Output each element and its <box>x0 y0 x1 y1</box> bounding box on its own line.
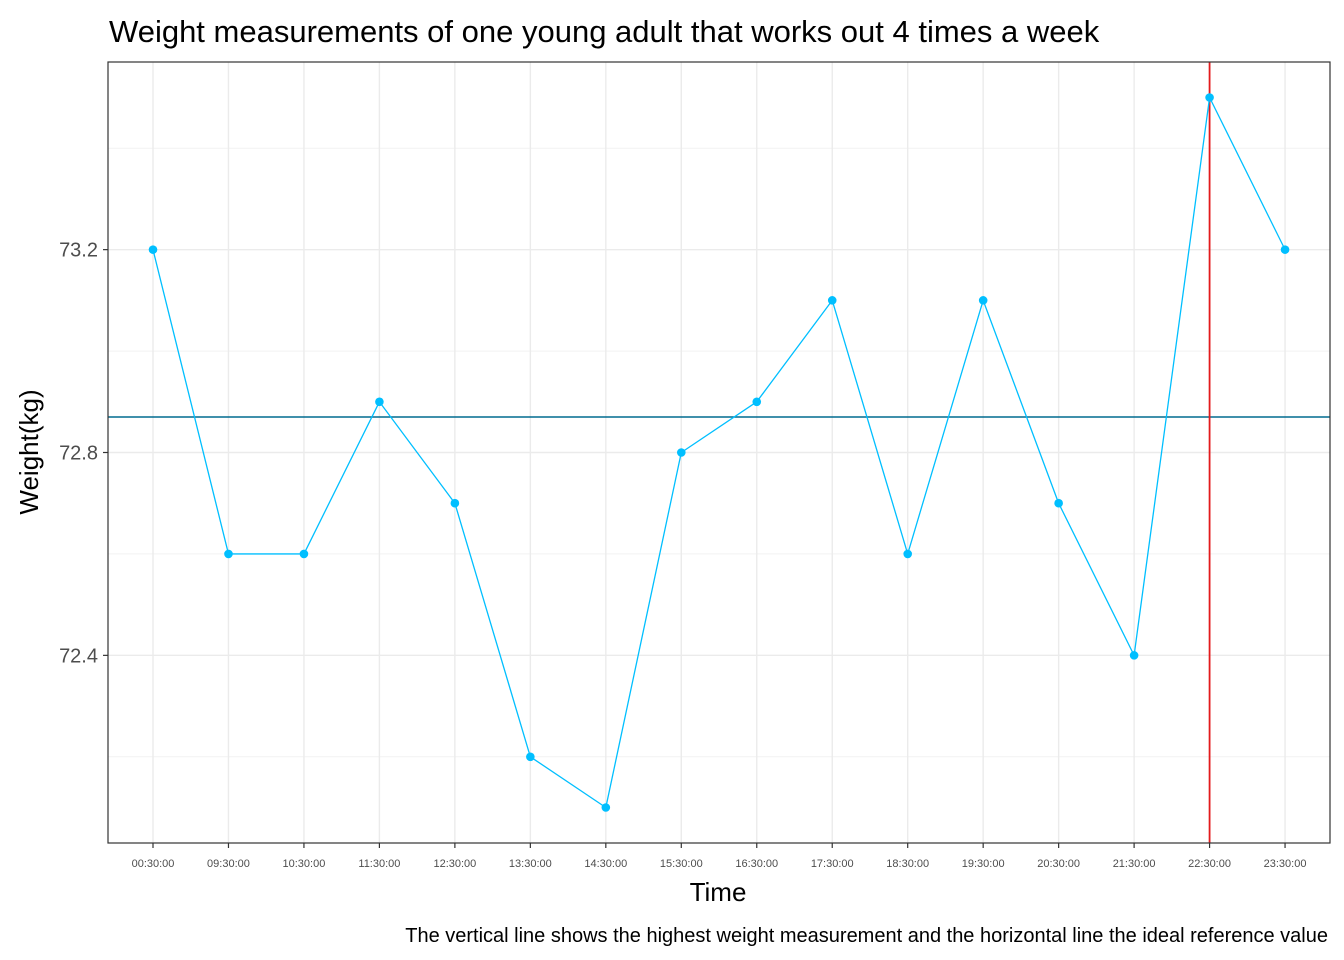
reference-lines <box>108 62 1330 843</box>
x-tick-label: 17:30:00 <box>811 858 854 870</box>
data-point <box>1129 651 1139 660</box>
data-point <box>224 549 233 559</box>
x-tick-label: 16:30:00 <box>735 858 778 870</box>
y-tick-label: 73.2 <box>59 240 98 262</box>
x-tick-label: 14:30:00 <box>584 858 627 870</box>
data-point <box>375 397 384 407</box>
chart-caption: The vertical line shows the highest weig… <box>405 925 1328 947</box>
data-point <box>1280 245 1290 254</box>
y-axis-ticks: 72.4 72.8 73.2 <box>59 240 108 667</box>
data-point <box>827 296 837 305</box>
data-point <box>752 397 762 407</box>
data-point <box>978 296 988 305</box>
data-point <box>676 448 686 457</box>
x-tick-label: 19:30:00 <box>962 858 1005 870</box>
x-axis-title: Time <box>690 877 747 907</box>
series-layer <box>148 93 1290 812</box>
chart-title: Weight measurements of one young adult t… <box>109 14 1100 49</box>
x-tick-label: 15:30:00 <box>660 858 703 870</box>
y-tick-label: 72.4 <box>59 645 98 667</box>
data-point <box>526 752 535 762</box>
series-line <box>152 96 1286 809</box>
x-tick-label: 22:30:00 <box>1188 858 1231 870</box>
data-point <box>148 245 158 254</box>
data-point <box>450 498 460 508</box>
x-tick-label: 09:30:00 <box>207 858 250 870</box>
x-tick-label: 18:30:00 <box>886 858 929 870</box>
y-tick-label: 72.8 <box>59 443 98 465</box>
x-tick-label: 12:30:00 <box>433 858 476 870</box>
y-axis-title: Weight(kg) <box>14 389 44 514</box>
x-tick-label: 00:30:00 <box>132 858 175 870</box>
data-point <box>1054 498 1063 508</box>
x-tick-label: 23:30:00 <box>1264 858 1307 870</box>
x-tick-label: 21:30:00 <box>1113 858 1156 870</box>
x-tick-label: 13:30:00 <box>509 858 552 870</box>
x-tick-label: 20:30:00 <box>1037 858 1080 870</box>
data-point <box>903 549 912 559</box>
data-point <box>299 549 309 559</box>
x-tick-label: 11:30:00 <box>358 858 400 870</box>
data-point <box>1205 93 1214 102</box>
data-point <box>601 803 611 812</box>
x-tick-label: 10:30:00 <box>283 858 326 870</box>
x-axis-ticks: 00:30:00 09:30:00 10:30:00 11:30:00 12:30:00… <box>132 843 1307 870</box>
grid-layer <box>108 62 1330 843</box>
